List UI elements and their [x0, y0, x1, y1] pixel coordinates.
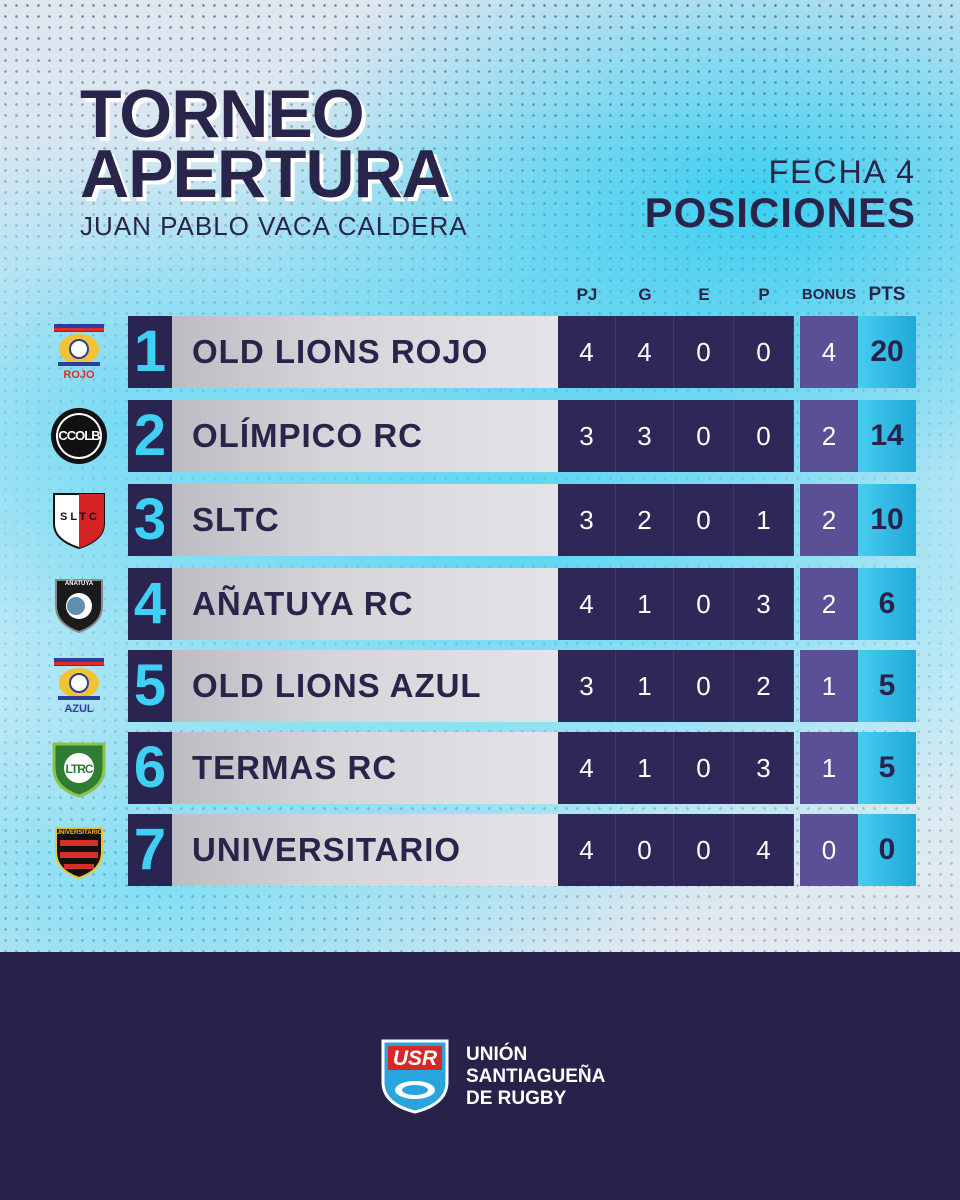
round-heading: FECHA 4 POSICIONES — [645, 154, 916, 236]
section-label: POSICIONES — [644, 189, 916, 236]
position-number: 2 — [128, 400, 172, 472]
footer: USR UNIÓN SANTIAGUEÑA DE RUGBY — [0, 952, 960, 1200]
stat-p: 0 — [734, 316, 794, 388]
anatuya-shield-icon: AÑATUYA — [48, 574, 110, 634]
stat-pts: 0 — [858, 814, 916, 886]
position-number: 6 — [128, 732, 172, 804]
team-name: OLD LIONS AZUL — [172, 650, 558, 722]
stat-p: 0 — [734, 400, 794, 472]
org-name-line-2: SANTIAGUEÑA — [466, 1066, 606, 1087]
round-label: FECHA 4 — [768, 154, 916, 190]
tournament-subtitle: JUAN PABLO VACA CALDERA — [80, 211, 468, 241]
stat-e: 0 — [674, 316, 734, 388]
logo-label: SLTC — [60, 511, 100, 523]
logo-label: ROJO — [63, 369, 95, 381]
termas-shield-icon: LTRC — [48, 738, 110, 798]
stat-bonus: 0 — [800, 814, 858, 886]
stat-pj: 3 — [558, 484, 616, 556]
stat-pts: 20 — [858, 316, 916, 388]
team-name: OLÍMPICO RC — [172, 400, 558, 472]
col-header-bonus: BONUS — [801, 286, 857, 303]
title-line-2: APERTURA — [80, 136, 451, 212]
stat-g: 2 — [616, 484, 674, 556]
stat-pj: 4 — [558, 316, 616, 388]
stat-bonus: 1 — [800, 650, 858, 722]
stat-g: 4 — [616, 316, 674, 388]
position-number: 3 — [128, 484, 172, 556]
stat-e: 0 — [674, 484, 734, 556]
col-header-pj: PJ — [576, 285, 598, 304]
table-row: AZUL 5 OLD LIONS AZUL 3 1 0 2 1 5 — [0, 650, 960, 722]
team-name: AÑATUYA RC — [172, 568, 558, 640]
stat-e: 0 — [674, 814, 734, 886]
team-name: SLTC — [172, 484, 558, 556]
stat-e: 0 — [674, 568, 734, 640]
stat-pts: 10 — [858, 484, 916, 556]
stat-bonus: 2 — [800, 484, 858, 556]
stat-e: 0 — [674, 650, 734, 722]
stat-p: 2 — [734, 650, 794, 722]
stat-g: 0 — [616, 814, 674, 886]
position-number: 5 — [128, 650, 172, 722]
col-header-pts: PTS — [868, 284, 906, 305]
stat-p: 4 — [734, 814, 794, 886]
table-row: AÑATUYA 4 AÑATUYA RC 4 1 0 3 2 6 — [0, 568, 960, 640]
table-row: SLTC 3 SLTC 3 2 0 1 2 10 — [0, 484, 960, 556]
universitario-shield-icon: UNIVERSITARIO — [48, 820, 110, 880]
table-row: LTRC 6 TERMAS RC 4 1 0 3 1 5 — [0, 732, 960, 804]
table-row: UNIVERSITARIO 7 UNIVERSITARIO 4 0 0 4 0 … — [0, 814, 960, 886]
logo-label: UNIVERSITARIO — [55, 830, 103, 836]
usr-shield-icon: USR — [380, 1038, 450, 1114]
logo-label: AÑATUYA — [64, 581, 94, 587]
olimpico-crest-icon: CCOLB — [48, 406, 110, 466]
old-lions-crest-icon: AZUL — [48, 656, 110, 716]
stat-pj: 3 — [558, 400, 616, 472]
stat-pj: 4 — [558, 732, 616, 804]
stat-pts: 5 — [858, 650, 916, 722]
logo-label: CCOLB — [58, 428, 100, 443]
col-header-p: P — [758, 285, 770, 304]
stat-bonus: 1 — [800, 732, 858, 804]
col-header-g: G — [638, 285, 652, 304]
stat-p: 3 — [734, 732, 794, 804]
stat-bonus: 2 — [800, 400, 858, 472]
position-number: 1 — [128, 316, 172, 388]
position-number: 7 — [128, 814, 172, 886]
team-name: OLD LIONS ROJO — [172, 316, 558, 388]
position-number: 4 — [128, 568, 172, 640]
org-name-line-1: UNIÓN — [466, 1044, 528, 1065]
org-name: UNIÓN SANTIAGUEÑA DE RUGBY — [466, 1044, 605, 1110]
stat-g: 1 — [616, 732, 674, 804]
org-name-line-3: DE RUGBY — [466, 1088, 567, 1109]
stat-bonus: 2 — [800, 568, 858, 640]
stat-g: 1 — [616, 568, 674, 640]
stat-pts: 6 — [858, 568, 916, 640]
stat-g: 3 — [616, 400, 674, 472]
col-header-e: E — [698, 285, 710, 304]
stat-pj: 4 — [558, 568, 616, 640]
old-lions-crest-icon: ROJO — [48, 322, 110, 382]
stat-pj: 3 — [558, 650, 616, 722]
stat-e: 0 — [674, 400, 734, 472]
sltc-shield-icon: SLTC — [48, 490, 110, 550]
table-row: CCOLB 2 OLÍMPICO RC 3 3 0 0 2 14 — [0, 400, 960, 472]
team-name: TERMAS RC — [172, 732, 558, 804]
stat-g: 1 — [616, 650, 674, 722]
stat-pts: 14 — [858, 400, 916, 472]
stat-p: 1 — [734, 484, 794, 556]
table-row: ROJO 1 OLD LIONS ROJO 4 4 0 0 4 20 — [0, 316, 960, 388]
stat-p: 3 — [734, 568, 794, 640]
logo-label: LTRC — [65, 762, 93, 776]
team-name: UNIVERSITARIO — [172, 814, 558, 886]
title-line-1: TORNEO — [80, 76, 365, 152]
stat-bonus: 4 — [800, 316, 858, 388]
logo-label: AZUL — [64, 703, 94, 715]
stat-pts: 5 — [858, 732, 916, 804]
stat-e: 0 — [674, 732, 734, 804]
usr-logo-text: USR — [392, 1047, 438, 1070]
tournament-title: TORNEO APERTURA JUAN PABLO VACA CALDERA — [80, 76, 500, 242]
stat-pj: 4 — [558, 814, 616, 886]
